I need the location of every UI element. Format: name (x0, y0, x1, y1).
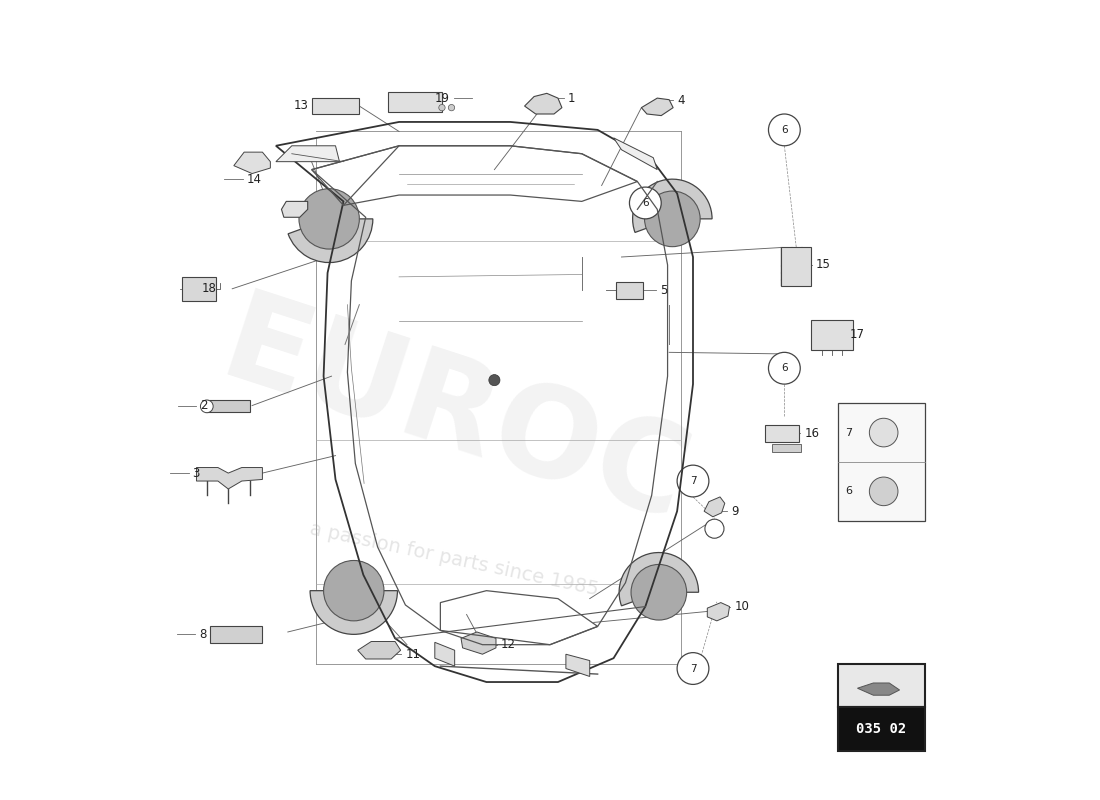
Circle shape (629, 187, 661, 219)
Bar (772, 444, 801, 452)
Polygon shape (358, 642, 400, 659)
Text: 035 02: 035 02 (856, 722, 906, 736)
Polygon shape (234, 152, 271, 174)
Circle shape (769, 352, 801, 384)
Text: 5: 5 (660, 284, 667, 297)
Bar (812, 320, 852, 350)
Bar (312, 98, 359, 114)
Bar (388, 92, 442, 112)
Circle shape (705, 519, 724, 538)
Polygon shape (276, 146, 340, 162)
Circle shape (449, 105, 454, 111)
Wedge shape (619, 553, 698, 606)
Text: 6: 6 (781, 125, 788, 135)
Text: 7: 7 (690, 476, 696, 486)
Polygon shape (461, 632, 496, 654)
Bar (210, 626, 262, 643)
Text: 9: 9 (732, 505, 738, 518)
Text: 3: 3 (192, 466, 200, 479)
Text: 6: 6 (845, 486, 853, 496)
Polygon shape (434, 642, 454, 666)
Bar (183, 277, 216, 301)
Circle shape (869, 477, 898, 506)
Bar (207, 400, 250, 412)
Text: 7: 7 (690, 663, 696, 674)
Wedge shape (288, 219, 373, 262)
Bar (837, 664, 925, 707)
Circle shape (769, 114, 801, 146)
Text: 14: 14 (246, 173, 262, 186)
Circle shape (678, 465, 708, 497)
Text: 18: 18 (202, 282, 217, 295)
Bar (766, 425, 799, 442)
Bar (616, 282, 644, 299)
Wedge shape (632, 179, 712, 233)
Polygon shape (197, 467, 263, 489)
Text: 17: 17 (849, 328, 865, 342)
Polygon shape (641, 98, 673, 115)
Circle shape (488, 374, 499, 386)
Circle shape (631, 565, 686, 620)
Bar (837, 707, 925, 751)
Text: 6: 6 (781, 363, 788, 374)
Text: 8: 8 (199, 628, 206, 641)
Polygon shape (614, 138, 658, 170)
Text: a passion for parts since 1985: a passion for parts since 1985 (308, 519, 601, 599)
Circle shape (323, 561, 384, 621)
Text: 11: 11 (406, 648, 420, 661)
Text: 7: 7 (845, 427, 853, 438)
Text: 4: 4 (678, 94, 684, 107)
Polygon shape (525, 94, 562, 114)
Bar (781, 247, 812, 286)
Polygon shape (565, 654, 590, 677)
Text: 16: 16 (804, 427, 820, 440)
Polygon shape (282, 202, 308, 218)
Circle shape (869, 418, 898, 447)
Text: 10: 10 (735, 600, 749, 613)
Text: 2: 2 (200, 399, 208, 412)
Bar (837, 403, 925, 521)
Text: 15: 15 (816, 258, 831, 271)
Circle shape (678, 653, 708, 685)
Polygon shape (858, 683, 900, 695)
Text: 19: 19 (434, 92, 450, 105)
Text: EUROC: EUROC (207, 284, 702, 548)
Text: 12: 12 (500, 638, 516, 651)
Circle shape (439, 105, 446, 111)
Polygon shape (707, 602, 729, 621)
Circle shape (645, 191, 701, 246)
Text: 13: 13 (294, 98, 308, 112)
Circle shape (200, 400, 213, 413)
Polygon shape (704, 497, 725, 517)
Circle shape (299, 189, 360, 249)
Text: 6: 6 (642, 198, 649, 208)
Text: 1: 1 (568, 92, 575, 105)
Wedge shape (310, 590, 397, 634)
